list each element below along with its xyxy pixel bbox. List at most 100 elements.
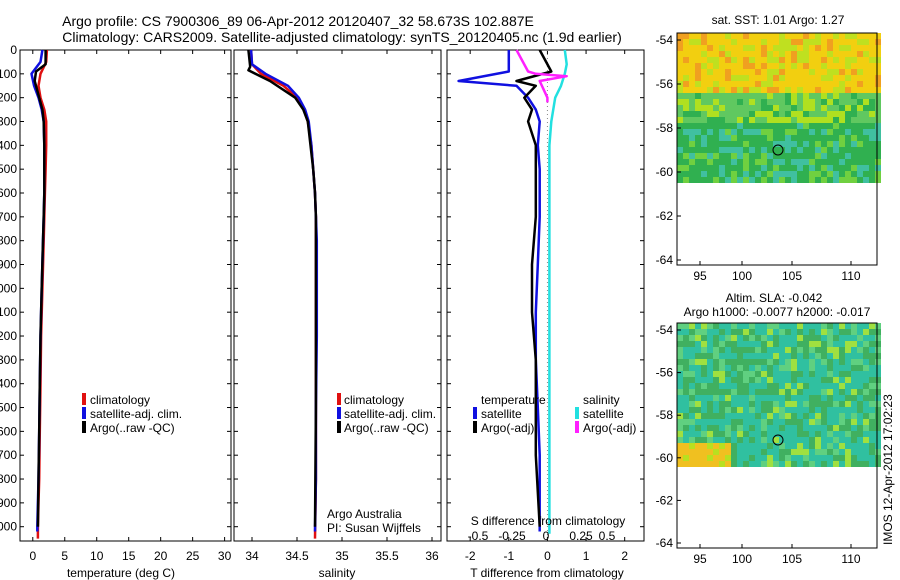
legend-swatch-argo xyxy=(337,421,341,433)
heatmap-cell xyxy=(677,159,683,165)
heatmap-cell xyxy=(875,99,881,105)
heatmap-cell xyxy=(713,329,719,335)
heatmap-cell xyxy=(695,425,701,431)
heatmap-cell xyxy=(797,141,803,147)
t-difference-label: T difference from climatology xyxy=(470,566,624,580)
heatmap-cell xyxy=(821,389,827,395)
heatmap-cell xyxy=(797,353,803,359)
heatmap-cell xyxy=(701,33,707,39)
heatmap-cell xyxy=(791,45,797,51)
heatmap-cell xyxy=(725,389,731,395)
heatmap-cell xyxy=(845,449,851,455)
heatmap-cell xyxy=(797,93,803,99)
heatmap-cell xyxy=(683,419,689,425)
heatmap-cell xyxy=(773,177,779,183)
heatmap-cell xyxy=(809,443,815,449)
heatmap-cell xyxy=(821,413,827,419)
heatmap-cell xyxy=(833,461,839,467)
x-tick-label: 34.5 xyxy=(285,549,309,563)
heatmap-cell xyxy=(857,177,863,183)
heatmap-cell xyxy=(695,353,701,359)
heatmap-cell xyxy=(809,437,815,443)
heatmap-cell xyxy=(689,461,695,467)
heatmap-cell xyxy=(791,141,797,147)
heatmap-cell xyxy=(737,81,743,87)
heatmap-cell xyxy=(761,461,767,467)
heatmap-cell xyxy=(827,147,833,153)
map-y-tick-label: -54 xyxy=(656,33,674,47)
heatmap-cell xyxy=(713,177,719,183)
heatmap-cell xyxy=(869,365,875,371)
heatmap-cell xyxy=(767,371,773,377)
heatmap-cell xyxy=(833,437,839,443)
heatmap-cell xyxy=(683,177,689,183)
heatmap-cell xyxy=(785,353,791,359)
heatmap-cell xyxy=(695,141,701,147)
heatmap-cell xyxy=(689,419,695,425)
heatmap-cell xyxy=(827,377,833,383)
heatmap-cell xyxy=(773,371,779,377)
heatmap-cell xyxy=(743,171,749,177)
heatmap-cell xyxy=(773,63,779,69)
t-satellite-line xyxy=(457,50,541,532)
heatmap-cell xyxy=(833,63,839,69)
heatmap-cell xyxy=(707,383,713,389)
heatmap-cell xyxy=(797,443,803,449)
heatmap-cell xyxy=(755,165,761,171)
heatmap-cell xyxy=(845,135,851,141)
heatmap-cell xyxy=(719,51,725,57)
heatmap-cell xyxy=(821,335,827,341)
heatmap-cell xyxy=(683,57,689,63)
heatmap-cell xyxy=(815,111,821,117)
heatmap-cell xyxy=(839,323,845,329)
heatmap-cell xyxy=(761,431,767,437)
heatmap-cell xyxy=(845,335,851,341)
heatmap-cell xyxy=(857,341,863,347)
heatmap-cell xyxy=(845,111,851,117)
heatmap-cell xyxy=(677,353,683,359)
heatmap-cell xyxy=(827,443,833,449)
heatmap-cell xyxy=(839,105,845,111)
heatmap-cell xyxy=(725,39,731,45)
heatmap-cell xyxy=(875,153,881,159)
heatmap-cell xyxy=(731,141,737,147)
map-x-tick-label: 105 xyxy=(782,552,802,566)
heatmap-cell xyxy=(821,87,827,93)
heatmap-cell xyxy=(827,33,833,39)
heatmap-cell xyxy=(809,57,815,63)
heatmap-cell xyxy=(683,335,689,341)
salinity-y-ticks xyxy=(234,49,441,528)
heatmap-cell xyxy=(737,383,743,389)
heatmap-cell xyxy=(875,87,881,93)
heatmap-cell xyxy=(827,75,833,81)
heatmap-cell xyxy=(761,153,767,159)
heatmap-cell xyxy=(845,75,851,81)
heatmap-cell xyxy=(761,57,767,63)
heatmap-cell xyxy=(761,323,767,329)
heatmap-cell xyxy=(731,129,737,135)
heatmap-cell xyxy=(851,377,857,383)
heatmap-cell xyxy=(749,443,755,449)
heatmap-cell xyxy=(755,353,761,359)
legend-label-satellite: satellite-adj. clim. xyxy=(90,407,182,421)
heatmap-cell xyxy=(713,63,719,69)
heatmap-cell xyxy=(695,389,701,395)
heatmap-cell xyxy=(875,329,881,335)
heatmap-cell xyxy=(833,353,839,359)
heatmap-cell xyxy=(707,347,713,353)
heatmap-cell xyxy=(863,449,869,455)
heatmap-cell xyxy=(689,135,695,141)
heatmap-cell xyxy=(761,407,767,413)
heatmap-cell xyxy=(839,419,845,425)
heatmap-cell xyxy=(701,449,707,455)
heatmap-cell xyxy=(809,371,815,377)
title-line-2: Climatology: CARS2009. Satellite-adjuste… xyxy=(62,29,622,45)
heatmap-cell xyxy=(737,165,743,171)
heatmap-cell xyxy=(737,341,743,347)
heatmap-cell xyxy=(737,99,743,105)
heatmap-cell xyxy=(875,45,881,51)
heatmap-cell xyxy=(677,407,683,413)
s-argo-line xyxy=(515,49,568,103)
heatmap-cell xyxy=(833,141,839,147)
heatmap-cell xyxy=(779,171,785,177)
